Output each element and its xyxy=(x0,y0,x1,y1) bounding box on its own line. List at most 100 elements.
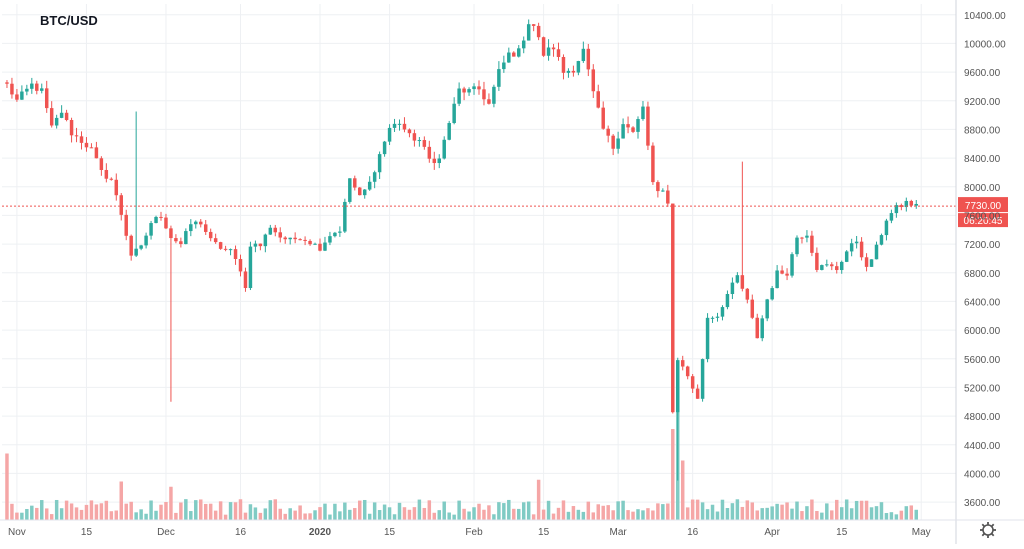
candle-body xyxy=(661,190,665,192)
candle-body xyxy=(218,242,223,249)
candle-body xyxy=(199,221,203,225)
candle-body xyxy=(333,232,337,237)
candle-body xyxy=(129,235,133,256)
volume-bar xyxy=(616,501,620,520)
volume-bar xyxy=(700,502,705,520)
candle-body xyxy=(492,86,496,104)
volume-bar xyxy=(25,508,29,520)
settings-gear-icon[interactable] xyxy=(980,522,996,538)
volume-bar xyxy=(770,506,774,520)
volume-bar xyxy=(69,503,74,520)
candle-body xyxy=(715,316,720,318)
volume-bar xyxy=(551,513,556,520)
candle-body xyxy=(288,237,292,240)
volume-bar xyxy=(218,501,223,520)
y-tick-label: 10400.00 xyxy=(964,11,1006,22)
volume-bar xyxy=(487,505,491,520)
volume-bar xyxy=(119,481,123,520)
volume-bar xyxy=(765,507,769,520)
volume-bar xyxy=(864,500,869,520)
candle-body xyxy=(606,128,610,136)
volume-bar xyxy=(790,508,794,520)
volume-bar xyxy=(174,512,178,520)
volume-bar xyxy=(129,501,133,520)
candle-body xyxy=(30,83,34,89)
volume-bar xyxy=(263,508,268,520)
x-tick-label: 16 xyxy=(687,527,699,538)
candle-body xyxy=(223,248,228,250)
volume-bar xyxy=(74,507,79,520)
volume-bar xyxy=(273,499,278,520)
candle-body xyxy=(169,228,173,239)
countdown-badge xyxy=(958,213,1008,228)
candle-body xyxy=(571,70,576,73)
candle-body xyxy=(164,217,168,229)
volume-bar xyxy=(333,503,337,520)
volume-bar xyxy=(705,509,710,520)
volume-bar xyxy=(611,510,615,520)
candle-body xyxy=(15,94,19,100)
y-tick-label: 7600.00 xyxy=(964,211,1001,222)
volume-bar xyxy=(462,508,466,520)
candle-body xyxy=(233,249,238,260)
volume-bar xyxy=(904,506,909,520)
candle-body xyxy=(710,317,715,319)
volume-bar xyxy=(159,504,163,520)
volume-bar xyxy=(144,513,148,520)
candle-body xyxy=(805,235,809,238)
volume-bar xyxy=(59,508,64,520)
candle-body xyxy=(626,124,630,128)
volume-bar xyxy=(134,512,138,520)
volume-bar xyxy=(795,501,799,520)
candle-body xyxy=(844,251,849,262)
volume-bar xyxy=(556,507,561,520)
volume-bar xyxy=(854,500,859,520)
x-tick-label: Apr xyxy=(764,527,780,538)
candle-body xyxy=(636,119,640,132)
candle-body xyxy=(755,317,759,339)
volume-bar xyxy=(203,503,208,520)
candle-body xyxy=(293,237,297,240)
candle-body xyxy=(601,107,605,129)
volume-bar xyxy=(35,507,39,520)
candle-body xyxy=(735,275,740,283)
volume-bar xyxy=(10,503,14,520)
candle-body xyxy=(248,246,253,289)
candle-body xyxy=(79,136,84,143)
volume-bar xyxy=(184,499,188,520)
volume-bar xyxy=(526,501,531,520)
volume-bar xyxy=(328,514,332,520)
volume-bar xyxy=(298,505,302,520)
candle-body xyxy=(134,248,138,256)
volume-bar xyxy=(680,460,685,520)
volume-bar xyxy=(253,507,258,520)
candle-body xyxy=(616,138,620,149)
volume-bar xyxy=(785,502,789,520)
volume-bar xyxy=(372,502,377,520)
volume-bar xyxy=(377,510,382,520)
candle-body xyxy=(328,236,332,243)
volume-bar xyxy=(40,500,44,520)
candle-body xyxy=(402,123,407,130)
candle-body xyxy=(725,294,730,308)
candle-body xyxy=(109,178,114,180)
volume-bar xyxy=(571,506,576,520)
volume-bar xyxy=(362,499,367,520)
candle-body xyxy=(770,288,774,300)
candle-body xyxy=(551,47,556,50)
volume-bar xyxy=(596,504,600,520)
candle-body xyxy=(40,88,44,91)
candle-body xyxy=(268,227,273,235)
candle-body xyxy=(427,146,432,159)
candle-body xyxy=(750,299,755,318)
candle-body xyxy=(35,83,39,91)
volume-bar xyxy=(288,508,292,520)
candle-body xyxy=(849,243,854,252)
candle-body xyxy=(690,376,695,389)
volume-bar xyxy=(338,511,342,520)
volume-bar xyxy=(432,512,437,520)
candle-body xyxy=(666,190,670,204)
volume-bar xyxy=(223,514,228,520)
candle-body xyxy=(44,88,49,109)
